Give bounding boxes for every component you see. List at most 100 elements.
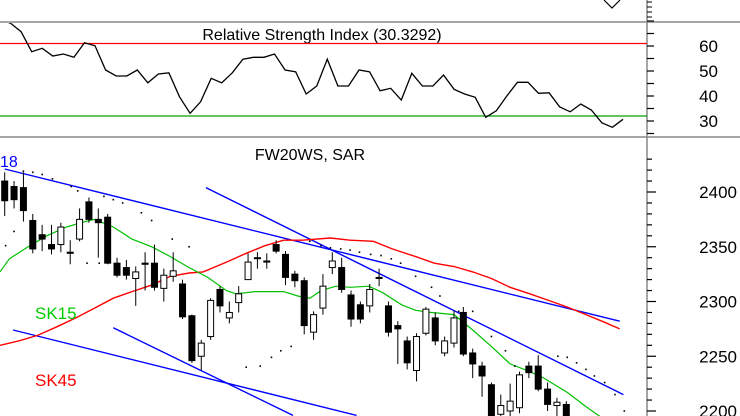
candle xyxy=(160,268,168,302)
rsi-tick-label: 60 xyxy=(699,37,718,56)
candle xyxy=(441,336,449,357)
candle-body-down xyxy=(141,262,149,265)
sar-dot xyxy=(623,410,626,412)
sar-dot xyxy=(557,355,559,358)
candle-body-down xyxy=(347,294,355,320)
candle-body-down xyxy=(291,273,299,282)
sar-dot xyxy=(103,195,105,198)
candle xyxy=(263,253,271,269)
candle xyxy=(104,213,112,265)
trendline xyxy=(12,329,357,416)
sar-dot xyxy=(349,249,351,251)
rsi-tick-label: 40 xyxy=(699,87,718,106)
candle-body-down xyxy=(338,267,346,290)
candle-body-down xyxy=(375,276,383,280)
candle-body-up xyxy=(413,336,421,371)
candle xyxy=(544,382,552,411)
candle-body-up xyxy=(207,299,215,338)
candle xyxy=(319,274,327,315)
sar-dot xyxy=(414,275,417,278)
candle xyxy=(328,252,336,275)
sar-dot xyxy=(614,393,616,396)
candle xyxy=(244,253,252,281)
sar-dot xyxy=(76,190,79,192)
candle-body-up xyxy=(328,260,336,269)
candle xyxy=(356,301,364,324)
candle xyxy=(450,310,458,348)
candle xyxy=(310,311,318,340)
candle-body-down xyxy=(544,388,552,405)
candle-body-up xyxy=(76,218,84,240)
candle-body-down xyxy=(459,311,467,355)
sar-dot xyxy=(358,251,361,254)
rsi-line xyxy=(8,23,624,129)
candle-body-down xyxy=(478,365,486,377)
candle xyxy=(478,361,486,397)
sar-dot xyxy=(121,202,124,204)
sar-dot xyxy=(390,257,393,260)
candle-body-up xyxy=(516,374,523,409)
candle xyxy=(366,283,374,313)
candle-body-down xyxy=(122,267,130,276)
candle-body-up xyxy=(197,342,205,357)
sar-dot xyxy=(369,253,372,256)
candle-body-down xyxy=(19,187,27,212)
candle-body-down xyxy=(403,340,411,364)
candle xyxy=(94,208,102,258)
candle xyxy=(553,397,561,416)
candle-body-down xyxy=(1,180,9,202)
candle-body-up xyxy=(497,405,505,415)
candle-body-down xyxy=(179,283,187,318)
candle-body-up xyxy=(57,226,65,246)
candle xyxy=(403,336,411,370)
sar-dot xyxy=(585,368,587,371)
candle-body-down xyxy=(38,234,46,240)
sar-dot xyxy=(112,198,115,201)
candle xyxy=(132,266,140,306)
candle xyxy=(150,244,158,291)
candle xyxy=(10,181,18,209)
candle xyxy=(197,339,205,371)
sar-dot xyxy=(98,262,101,264)
candle xyxy=(525,361,533,379)
candle xyxy=(113,257,121,278)
candle xyxy=(469,348,477,379)
candle-body-up xyxy=(310,314,318,333)
candle-body-up xyxy=(160,274,168,289)
candle xyxy=(431,312,439,346)
candle xyxy=(459,306,467,357)
sar-dot xyxy=(31,171,34,174)
sar-dot xyxy=(140,212,143,214)
trendline xyxy=(4,168,620,322)
sma45-line xyxy=(0,237,620,346)
candle xyxy=(19,172,27,222)
candle-body-up xyxy=(244,261,252,281)
candle xyxy=(272,240,280,254)
candle xyxy=(487,382,495,416)
candle xyxy=(188,314,196,363)
sar-dot xyxy=(320,244,322,247)
rsi-title: Relative Strength Index (30.3292) xyxy=(202,27,441,44)
candle xyxy=(375,268,383,287)
sar-dot xyxy=(575,362,578,364)
trendline xyxy=(112,327,294,416)
candle-body-down xyxy=(300,280,308,327)
candle-body-up xyxy=(253,257,261,260)
sar-dot xyxy=(339,248,342,250)
candle-body-down xyxy=(272,244,280,252)
candle-body-down xyxy=(66,251,74,254)
candle-body-up xyxy=(422,308,430,334)
candle-body-down xyxy=(150,262,158,288)
candle-body-up xyxy=(132,271,140,280)
candle-body-down xyxy=(104,216,112,264)
sar-dot xyxy=(490,335,493,338)
top-panel-partial-mark xyxy=(603,0,621,9)
candle xyxy=(57,222,65,253)
candle xyxy=(38,224,46,252)
trendline xyxy=(205,186,624,396)
sar-dot xyxy=(259,365,262,367)
candle-body-down xyxy=(534,365,542,390)
candle xyxy=(497,394,505,416)
